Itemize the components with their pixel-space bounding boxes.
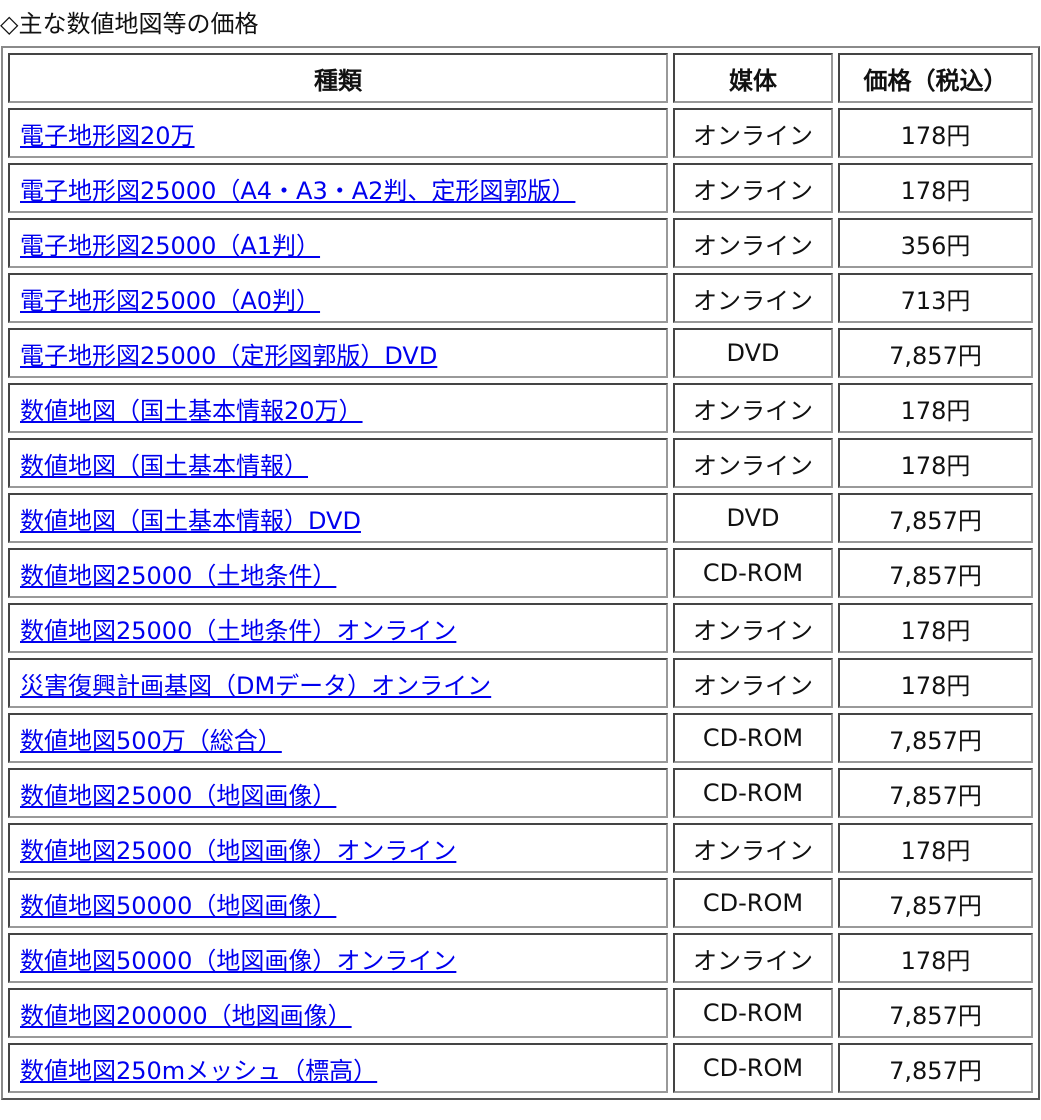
price-cell: 7,857円 <box>838 768 1033 818</box>
media-cell: CD-ROM <box>673 548 833 598</box>
product-cell: 数値地図（国土基本情報）DVD <box>8 493 668 543</box>
product-cell: 数値地図250mメッシュ（標高） <box>8 1043 668 1093</box>
product-link[interactable]: 電子地形図25000（A0判） <box>20 286 321 315</box>
product-link[interactable]: 数値地図200000（地図画像） <box>20 1001 352 1030</box>
price-cell: 178円 <box>838 658 1033 708</box>
price-cell: 713円 <box>838 273 1033 323</box>
product-link[interactable]: 電子地形図25000（A1判） <box>20 231 321 260</box>
price-cell: 7,857円 <box>838 1043 1033 1093</box>
media-cell: オンライン <box>673 603 833 653</box>
table-row: 電子地形図25000（A4・A3・A2判、定形図郭版） オンライン 178円 <box>8 163 1033 213</box>
price-cell: 178円 <box>838 823 1033 873</box>
product-link[interactable]: 災害復興計画基図（DMデータ）オンライン <box>20 671 492 700</box>
price-cell: 178円 <box>838 108 1033 158</box>
table-row: 数値地図50000（地図画像） CD-ROM 7,857円 <box>8 878 1033 928</box>
product-cell: 電子地形図20万 <box>8 108 668 158</box>
media-cell: オンライン <box>673 658 833 708</box>
product-link[interactable]: 数値地図50000（地図画像） <box>20 891 337 920</box>
table-row: 電子地形図25000（定形図郭版）DVD DVD 7,857円 <box>8 328 1033 378</box>
product-link[interactable]: 電子地形図25000（定形図郭版）DVD <box>20 341 438 370</box>
media-cell: オンライン <box>673 933 833 983</box>
price-cell: 7,857円 <box>838 713 1033 763</box>
table-row: 電子地形図25000（A0判） オンライン 713円 <box>8 273 1033 323</box>
media-cell: CD-ROM <box>673 768 833 818</box>
media-cell: CD-ROM <box>673 1043 833 1093</box>
price-cell: 7,857円 <box>838 988 1033 1038</box>
product-cell: 電子地形図25000（A4・A3・A2判、定形図郭版） <box>8 163 668 213</box>
product-link[interactable]: 数値地図50000（地図画像）オンライン <box>20 946 457 975</box>
product-link[interactable]: 数値地図25000（土地条件）オンライン <box>20 616 457 645</box>
product-cell: 数値地図50000（地図画像）オンライン <box>8 933 668 983</box>
price-cell: 7,857円 <box>838 878 1033 928</box>
product-link[interactable]: 電子地形図20万 <box>20 121 195 150</box>
price-cell: 7,857円 <box>838 493 1033 543</box>
media-cell: オンライン <box>673 108 833 158</box>
table-row: 数値地図（国土基本情報）DVD DVD 7,857円 <box>8 493 1033 543</box>
price-cell: 178円 <box>838 933 1033 983</box>
media-cell: オンライン <box>673 823 833 873</box>
product-cell: 災害復興計画基図（DMデータ）オンライン <box>8 658 668 708</box>
page-title: ◇主な数値地図等の価格 <box>0 10 259 38</box>
product-link[interactable]: 数値地図（国土基本情報20万） <box>20 396 363 425</box>
product-link[interactable]: 電子地形図25000（A4・A3・A2判、定形図郭版） <box>20 176 576 205</box>
price-cell: 178円 <box>838 438 1033 488</box>
media-cell: オンライン <box>673 218 833 268</box>
product-link[interactable]: 数値地図25000（土地条件） <box>20 561 337 590</box>
table-row: 電子地形図20万 オンライン 178円 <box>8 108 1033 158</box>
table-header-row: 種類 媒体 価格（税込） <box>8 53 1033 103</box>
product-cell: 電子地形図25000（A0判） <box>8 273 668 323</box>
media-cell: DVD <box>673 328 833 378</box>
product-link[interactable]: 数値地図25000（地図画像）オンライン <box>20 836 457 865</box>
table-row: 数値地図200000（地図画像） CD-ROM 7,857円 <box>8 988 1033 1038</box>
table-row: 数値地図500万（総合） CD-ROM 7,857円 <box>8 713 1033 763</box>
table-row: 数値地図25000（地図画像） CD-ROM 7,857円 <box>8 768 1033 818</box>
table-row: 電子地形図25000（A1判） オンライン 356円 <box>8 218 1033 268</box>
product-cell: 数値地図50000（地図画像） <box>8 878 668 928</box>
product-link[interactable]: 数値地図（国土基本情報） <box>20 451 308 480</box>
product-cell: 電子地形図25000（A1判） <box>8 218 668 268</box>
media-cell: オンライン <box>673 383 833 433</box>
media-cell: DVD <box>673 493 833 543</box>
media-cell: オンライン <box>673 163 833 213</box>
price-cell: 178円 <box>838 603 1033 653</box>
product-cell: 数値地図25000（地図画像） <box>8 768 668 818</box>
product-cell: 数値地図25000（地図画像）オンライン <box>8 823 668 873</box>
product-link[interactable]: 数値地図（国土基本情報）DVD <box>20 506 361 535</box>
product-cell: 電子地形図25000（定形図郭版）DVD <box>8 328 668 378</box>
price-cell: 356円 <box>838 218 1033 268</box>
product-cell: 数値地図200000（地図画像） <box>8 988 668 1038</box>
table-row: 数値地図50000（地図画像）オンライン オンライン 178円 <box>8 933 1033 983</box>
media-cell: CD-ROM <box>673 988 833 1038</box>
product-cell: 数値地図25000（土地条件）オンライン <box>8 603 668 653</box>
product-cell: 数値地図（国土基本情報20万） <box>8 383 668 433</box>
product-cell: 数値地図500万（総合） <box>8 713 668 763</box>
header-media: 媒体 <box>673 53 833 103</box>
table-row: 数値地図（国土基本情報20万） オンライン 178円 <box>8 383 1033 433</box>
media-cell: CD-ROM <box>673 878 833 928</box>
price-cell: 7,857円 <box>838 328 1033 378</box>
table-row: 数値地図25000（土地条件）オンライン オンライン 178円 <box>8 603 1033 653</box>
media-cell: オンライン <box>673 273 833 323</box>
product-link[interactable]: 数値地図500万（総合） <box>20 726 282 755</box>
header-type: 種類 <box>8 53 668 103</box>
product-link[interactable]: 数値地図250mメッシュ（標高） <box>20 1056 378 1085</box>
price-table: 種類 媒体 価格（税込） 電子地形図20万 オンライン 178円 電子地形図25000… <box>1 46 1040 1100</box>
media-cell: オンライン <box>673 438 833 488</box>
price-cell: 178円 <box>838 383 1033 433</box>
table-row: 災害復興計画基図（DMデータ）オンライン オンライン 178円 <box>8 658 1033 708</box>
header-price: 価格（税込） <box>838 53 1033 103</box>
product-cell: 数値地図（国土基本情報） <box>8 438 668 488</box>
table-row: 数値地図（国土基本情報） オンライン 178円 <box>8 438 1033 488</box>
price-cell: 7,857円 <box>838 548 1033 598</box>
product-cell: 数値地図25000（土地条件） <box>8 548 668 598</box>
table-row: 数値地図25000（土地条件） CD-ROM 7,857円 <box>8 548 1033 598</box>
product-link[interactable]: 数値地図25000（地図画像） <box>20 781 337 810</box>
table-row: 数値地図25000（地図画像）オンライン オンライン 178円 <box>8 823 1033 873</box>
price-cell: 178円 <box>838 163 1033 213</box>
table-row: 数値地図250mメッシュ（標高） CD-ROM 7,857円 <box>8 1043 1033 1093</box>
media-cell: CD-ROM <box>673 713 833 763</box>
